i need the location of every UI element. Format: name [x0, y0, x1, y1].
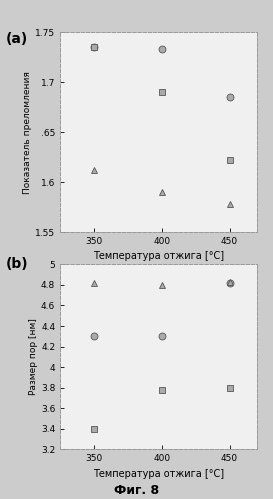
Y-axis label: Размер пор [нм]: Размер пор [нм]: [29, 318, 38, 395]
Text: (b): (b): [5, 257, 28, 271]
X-axis label: Температура отжига [°C]: Температура отжига [°C]: [93, 469, 224, 479]
Text: (a): (a): [5, 32, 28, 46]
Y-axis label: Показатель преломления: Показатель преломления: [23, 71, 32, 194]
X-axis label: Температура отжига [°C]: Температура отжига [°C]: [93, 251, 224, 261]
Text: Фиг. 8: Фиг. 8: [114, 484, 159, 497]
